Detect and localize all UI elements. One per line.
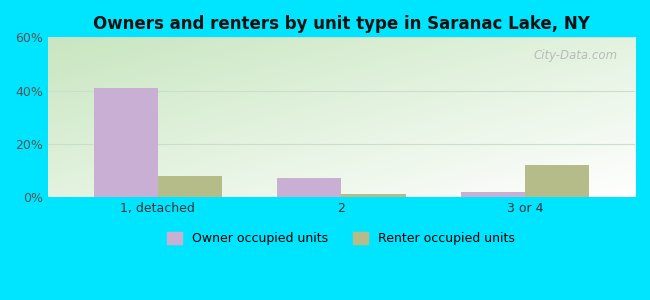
Bar xyxy=(341,194,406,197)
Legend: Owner occupied units, Renter occupied units: Owner occupied units, Renter occupied un… xyxy=(162,227,521,250)
Bar xyxy=(94,88,158,197)
Bar xyxy=(277,178,341,197)
Title: Owners and renters by unit type in Saranac Lake, NY: Owners and renters by unit type in Saran… xyxy=(93,15,590,33)
Bar xyxy=(525,165,589,197)
Text: City-Data.com: City-Data.com xyxy=(533,49,618,62)
Bar xyxy=(461,192,525,197)
Bar xyxy=(158,176,222,197)
